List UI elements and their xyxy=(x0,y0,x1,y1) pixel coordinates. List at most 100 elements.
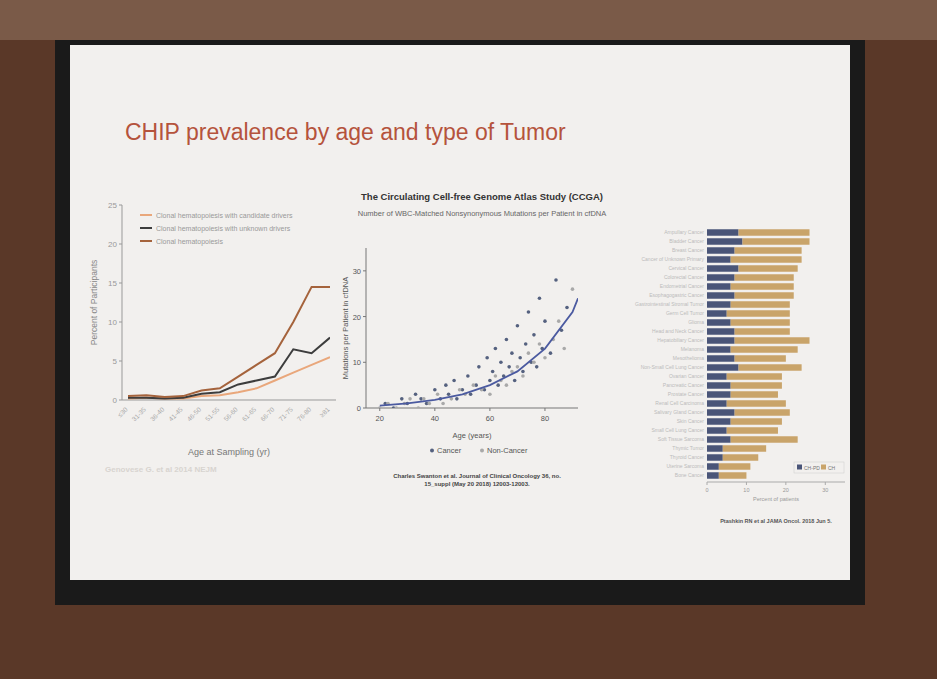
wall xyxy=(0,0,937,679)
bar xyxy=(707,292,735,298)
bar xyxy=(707,247,735,253)
x-tick-label: ≥81 xyxy=(318,405,331,418)
point xyxy=(554,278,558,282)
bar xyxy=(707,238,742,244)
point xyxy=(505,383,509,387)
x-tick-label: 36-40 xyxy=(149,405,166,422)
y-tick xyxy=(119,205,122,206)
bar xyxy=(735,337,810,343)
page: CHIP prevalence by age and type of Tumor… xyxy=(0,0,937,679)
bar xyxy=(707,346,731,352)
bar xyxy=(707,409,735,415)
bar xyxy=(727,427,778,433)
x-label: Age (years) xyxy=(453,431,492,440)
x-tick xyxy=(785,482,786,485)
category-label: Prostate Cancer xyxy=(668,391,704,397)
x-tick-label: 80 xyxy=(541,414,549,423)
point xyxy=(571,287,575,291)
plot xyxy=(707,229,810,478)
point xyxy=(469,392,473,396)
point xyxy=(510,351,514,355)
point xyxy=(521,370,525,374)
point xyxy=(549,351,553,355)
bar xyxy=(731,256,802,262)
point xyxy=(499,360,503,364)
point xyxy=(543,319,547,323)
plot xyxy=(378,278,578,408)
bar xyxy=(727,373,782,379)
bar xyxy=(731,391,778,397)
x-tick-label: 20 xyxy=(376,414,384,423)
source: Genovese G. et al 2014 NEJM xyxy=(105,465,217,474)
x-tick xyxy=(544,408,545,411)
point xyxy=(516,365,520,369)
x-tick xyxy=(379,408,380,411)
x-tick-label: 20 xyxy=(783,487,789,493)
point xyxy=(491,370,495,374)
x-tick-label: 40 xyxy=(431,414,439,423)
source: Charles Swanton et al. Journal of Clinic… xyxy=(393,473,561,479)
point xyxy=(488,379,492,383)
y-tick xyxy=(363,270,366,271)
point xyxy=(444,383,448,387)
slide-title: CHIP prevalence by age and type of Tumor xyxy=(125,119,566,145)
category-label: Hepatobiliary Cancer xyxy=(657,337,704,343)
bar xyxy=(707,436,731,442)
x-tick xyxy=(489,408,490,411)
legend-label: Cancer xyxy=(437,446,462,455)
x-tick-label: 10 xyxy=(743,487,749,493)
bar xyxy=(739,364,802,370)
y-tick xyxy=(119,283,122,284)
point xyxy=(505,338,509,342)
category-label: Thyroid Cancer xyxy=(670,454,705,460)
bar xyxy=(707,472,719,478)
x-tick xyxy=(746,482,747,485)
category-label: Uterine Sarcoma xyxy=(666,463,704,469)
point xyxy=(472,383,476,387)
bar xyxy=(731,382,782,388)
point xyxy=(477,365,481,369)
point xyxy=(447,392,451,396)
legend-swatch xyxy=(140,240,152,242)
x-axis xyxy=(122,400,336,401)
bar xyxy=(707,310,727,316)
y-tick-label: 0 xyxy=(357,404,361,413)
point xyxy=(496,383,500,387)
y-tick xyxy=(363,316,366,317)
legend-label: Clonal hematopoiesis xyxy=(156,238,223,246)
x-tick xyxy=(707,482,708,485)
category-label: Small Cell Lung Cancer xyxy=(651,427,704,433)
point xyxy=(394,406,398,408)
y-tick xyxy=(119,244,122,245)
point xyxy=(524,342,528,346)
bar xyxy=(739,229,810,235)
category-label: Skin Cancer xyxy=(677,418,705,424)
category-label: Soft Tissue Sarcoma xyxy=(658,436,704,442)
series-line xyxy=(128,338,330,399)
point xyxy=(538,296,542,300)
category-label: Ampullary Cancer xyxy=(664,229,704,235)
y-tick xyxy=(363,362,366,363)
point xyxy=(538,342,542,346)
x-tick xyxy=(825,482,826,485)
point xyxy=(417,406,421,408)
point xyxy=(513,379,517,383)
x-tick-label: 76-80 xyxy=(296,405,313,422)
category-label: Gastrointestinal Stromal Tumor xyxy=(635,301,704,307)
x-label: Age at Sampling (yr) xyxy=(188,447,270,457)
legend-label: CH xyxy=(828,465,836,471)
point xyxy=(562,347,566,351)
point xyxy=(455,397,459,401)
point xyxy=(441,402,445,406)
category-label: Mesothelioma xyxy=(673,355,704,361)
point xyxy=(422,397,426,401)
x-tick-label: 61-65 xyxy=(241,405,258,422)
series-line xyxy=(128,357,330,398)
bar xyxy=(707,256,731,262)
legend-swatch xyxy=(797,465,802,470)
point xyxy=(488,392,492,396)
legend: CH-PDCH xyxy=(794,462,844,473)
y-tick-label: 30 xyxy=(353,267,361,276)
legend-label: Clonal hematopoiesis with candidate driv… xyxy=(156,212,293,220)
x-tick-label: ≤30 xyxy=(116,405,129,418)
